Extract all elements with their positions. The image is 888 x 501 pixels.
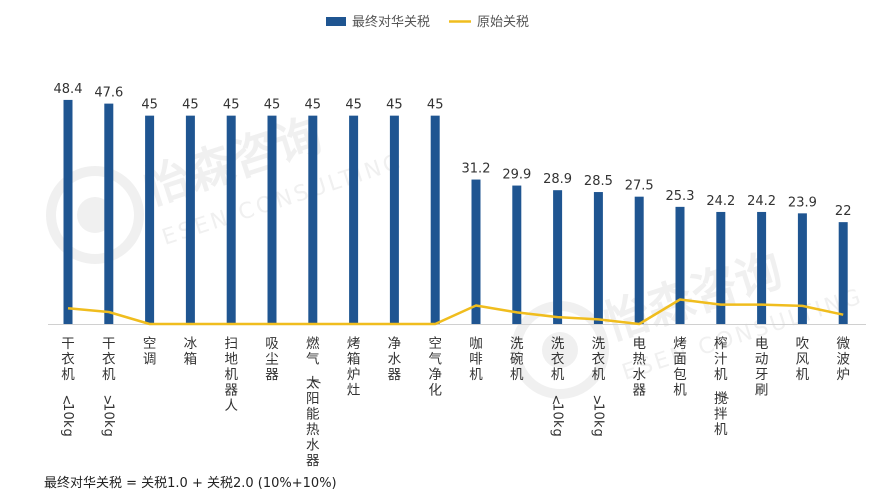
legend: 最终对华关税 原始关税 [326, 14, 529, 30]
x-tick-label: 洗衣机< 1 0 k g [548, 336, 565, 437]
x-tick-label: 冰箱 [184, 336, 198, 368]
x-tick-label: 烤箱炉灶 [347, 336, 361, 399]
line-series [67, 298, 844, 326]
bar-value-label: 24.2 [747, 194, 776, 209]
bar-value-label: 45 [386, 98, 403, 113]
bar-value-label: 31.2 [462, 162, 491, 177]
bar-value-label: 22 [835, 204, 852, 219]
bar-value-label: 23.9 [788, 195, 817, 210]
legend-label-final-tariff: 最终对华关税 [352, 14, 430, 30]
footnote: 最终对华关税 = 关税1.0 + 关税2.0 (10%+10%) [44, 476, 337, 491]
bar [349, 115, 359, 325]
x-tick-label: 电热水器 [632, 336, 646, 399]
x-tick-label: 干衣机> 1 0 k g [99, 336, 116, 437]
x-tick-label: 空调 [143, 336, 157, 368]
x-tick-label: 电动牙刷 [755, 336, 769, 399]
bar-value-label: 45 [345, 98, 362, 113]
x-tick-label: 燃气/太阳能热水器 [306, 335, 322, 469]
bar-value-label: 24.2 [706, 194, 735, 209]
x-tick-label: 吹风机 [796, 336, 810, 383]
watermark-logo-icon [46, 166, 144, 264]
bar [634, 196, 644, 324]
line-original-tariff [67, 298, 844, 326]
x-tick-label: 咖啡机 [469, 336, 483, 383]
bar-value-label: 45 [305, 98, 322, 113]
bar [838, 222, 848, 324]
bar [593, 192, 603, 324]
bar [63, 99, 73, 325]
bar [757, 211, 767, 324]
x-tick-label: 扫地机器人 [224, 336, 238, 414]
bar [675, 206, 685, 324]
bar-value-label: 45 [141, 98, 158, 113]
x-tick-label: 干衣机< 1 0 k g [59, 336, 76, 437]
bar-value-label: 27.5 [625, 179, 654, 194]
x-tick-label: 吸尘器 [265, 336, 279, 383]
bar-value-label: 25.3 [666, 189, 695, 204]
bar [553, 190, 563, 324]
bar [471, 179, 481, 324]
x-tick-label: 榨汁机/搅拌机 [714, 335, 730, 438]
x-tick-label: 洗衣机> 1 0 k g [589, 336, 606, 437]
bar-value-label: 47.6 [94, 86, 123, 101]
x-tick-label: 微波炉 [836, 336, 850, 383]
bar-value-label: 45 [427, 98, 444, 113]
x-tick-label: 洗碗机 [510, 336, 524, 383]
bar [226, 115, 236, 325]
legend-label-original-tariff: 原始关税 [477, 15, 529, 30]
bar-value-label: 48.4 [54, 82, 83, 97]
bars [63, 99, 848, 325]
bar-value-label: 28.5 [584, 174, 613, 189]
bar [185, 115, 195, 325]
x-tick-label: 空气净化 [428, 336, 442, 399]
bar-value-label: 28.9 [543, 172, 572, 187]
x-tick-label: 烤面包机 [673, 336, 687, 399]
x-tick-label: 净水器 [388, 336, 402, 383]
bar [430, 115, 440, 325]
bar [308, 115, 318, 325]
bar-value-label: 45 [264, 98, 281, 113]
bar [797, 213, 807, 324]
legend-swatch-final-tariff [326, 17, 346, 26]
bar [512, 185, 522, 324]
bar-value-label: 45 [182, 98, 199, 113]
bar [267, 115, 277, 325]
watermark: 怡森咨询 ESEN CONSULTING 怡森咨询 ESEN CONSULTIN… [46, 107, 867, 399]
bar [716, 211, 726, 324]
bar-value-label: 45 [223, 98, 240, 113]
bar [389, 115, 399, 325]
bar-value-labels: 48.4 47.6 45 45 45 45 45 45 45 45 31.2 29.9 28.9 28.5… [54, 82, 852, 219]
bar [104, 103, 114, 324]
bar-value-label: 29.9 [502, 168, 531, 183]
bar [145, 115, 155, 325]
